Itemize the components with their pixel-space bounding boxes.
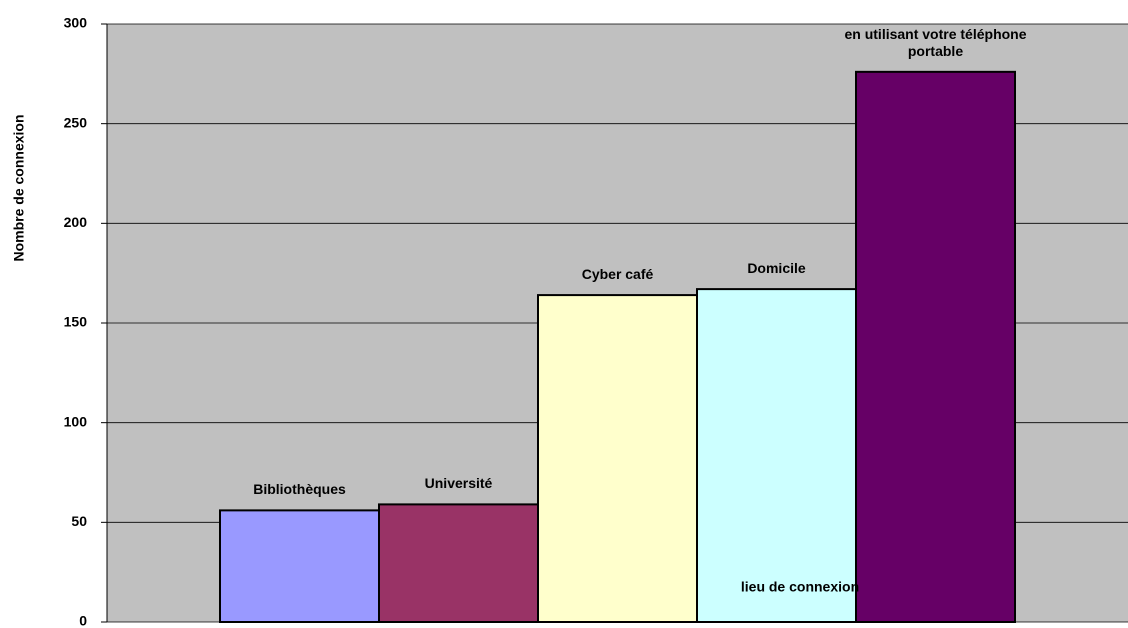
y-axis-label: Nombre de connexion — [11, 114, 27, 261]
y-tick-label: 0 — [79, 613, 87, 628]
bar — [696, 288, 857, 623]
bar — [378, 503, 539, 624]
bar — [537, 294, 698, 623]
y-tick-label: 300 — [64, 15, 88, 31]
bar-label: Domicile — [747, 260, 806, 277]
bar-label: Cyber café — [581, 266, 654, 283]
y-tick-label: 150 — [64, 314, 88, 330]
bar-label: Bibliothèques — [253, 481, 346, 498]
y-tick-label: 50 — [71, 513, 87, 529]
x-axis-label: lieu de connexion — [741, 579, 859, 595]
bar — [219, 509, 380, 623]
bar-label: en utilisant votre téléphone portable — [844, 25, 1027, 59]
y-tick-label: 200 — [64, 214, 88, 230]
bar — [855, 70, 1016, 623]
bar-label: Université — [424, 475, 493, 492]
y-tick-label: 250 — [64, 114, 88, 130]
y-tick-label: 100 — [64, 413, 88, 429]
